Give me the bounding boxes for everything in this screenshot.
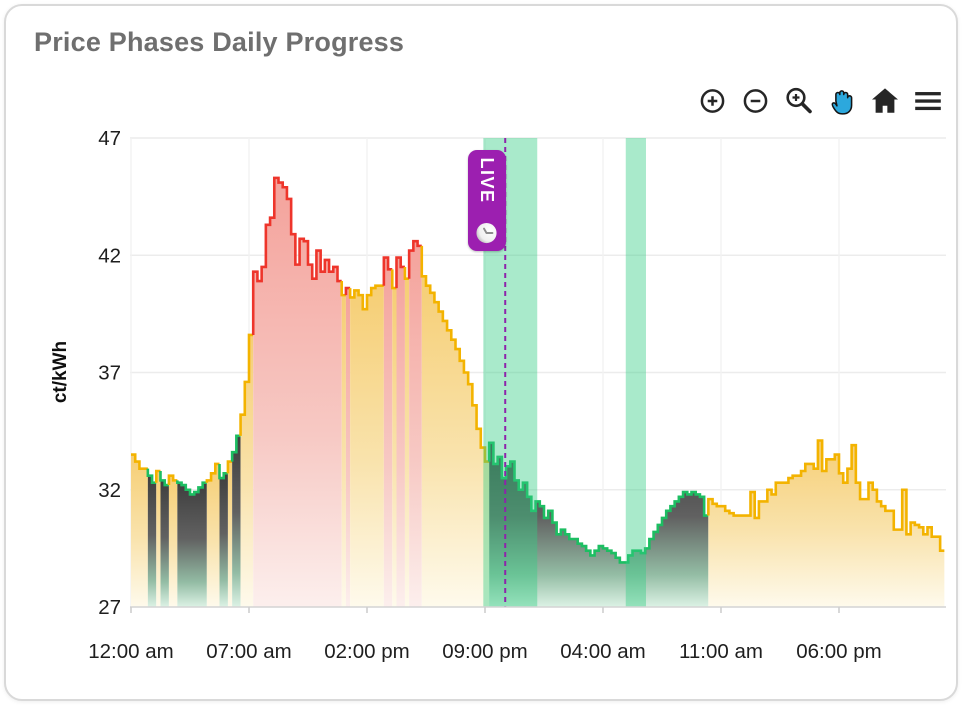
live-badge-label: LIVE [477,157,498,204]
y-tick-label: 27 [98,596,121,619]
pan-button[interactable] [826,85,858,117]
menu-button[interactable] [912,85,944,117]
x-tick-label: 06:00 pm [796,640,881,663]
phase-area-high-price [253,177,342,608]
price-step-line-normal-price [154,469,161,483]
phase-area-low-price [489,442,709,607]
live-badge[interactable]: LIVE [468,150,506,251]
x-tick-label: 04:00 am [560,640,645,663]
price-step-line-normal-price [239,333,254,436]
phase-area-normal-price [156,470,161,607]
phase-area-high-price [383,257,393,607]
phase-area-normal-price [131,454,148,607]
price-step-line-high-price [395,256,405,289]
phase-area-normal-price [421,276,490,607]
phase-area-low-price [147,475,157,607]
price-step-line-high-price [251,176,342,335]
phase-area-low-price [219,473,228,607]
chart-toolbar [697,85,944,117]
magnifier-plus-icon [784,86,814,116]
price-step-line-normal-price [226,460,233,474]
page-title: Price Phases Daily Progress [34,27,405,57]
phase-area-low-price [160,480,169,607]
phase-area-normal-price [392,288,397,607]
phase-area-high-price [409,241,422,607]
y-tick-label: 32 [98,479,121,502]
price-step-line-normal-price [348,284,384,311]
phase-area-high-price [396,257,405,607]
reset-home-button[interactable] [869,85,901,117]
price-step-line-normal-price [131,453,148,470]
phase-area-normal-price [350,285,384,607]
x-tick-label: 02:00 pm [324,640,409,663]
price-step-line-low-price [218,463,228,480]
clock-icon [476,221,499,244]
x-tick-label: 07:00 am [206,640,291,663]
zoom-in-button[interactable] [697,85,729,117]
cheap-window-band [625,138,646,607]
phase-area-normal-price [240,334,254,607]
phase-area-normal-price [708,440,945,607]
x-tick-label: 12:00 am [88,640,173,663]
price-step-line-high-price [344,286,351,296]
phase-area-normal-price [404,278,410,607]
y-tick-label: 42 [98,244,121,267]
hand-pan-icon [827,86,858,117]
price-step-line-high-price [407,239,422,279]
price-step-line-low-price [487,441,709,564]
price-step-line-normal-price [167,474,178,486]
x-tick-label: 11:00 am [679,640,763,663]
price-step-line-normal-price [340,281,346,297]
phase-area-normal-price [168,475,178,607]
phase-area-normal-price [341,295,346,607]
hamburger-menu-icon [912,85,944,117]
phase-area-high-price [345,288,351,607]
box-zoom-button[interactable] [783,85,815,117]
home-icon [869,85,901,117]
price-step-line-low-price [159,470,169,487]
price-step-line-normal-price [390,269,397,290]
price-step-line-low-price [230,434,241,462]
y-tick-label: 37 [98,362,121,385]
zoom-out-button[interactable] [740,85,772,117]
phase-area-normal-price [206,463,220,607]
y-tick-label: 47 [98,127,121,150]
live-badge-content: LIVE [468,150,506,251]
price-step-line-low-price [176,480,207,496]
phase-area-normal-price [227,461,233,607]
x-tick-label: 09:00 pm [442,640,527,663]
price-step-line-normal-price [205,462,220,483]
y-axis-title: ct/kWh [50,341,71,403]
zoom-out-icon [741,86,771,116]
price-step-line-normal-price [403,266,410,280]
price-step-line-low-price [146,468,157,485]
price-step-line-high-price [382,256,393,286]
phase-area-low-price [232,435,241,607]
price-step-line-normal-price [707,439,945,553]
price-step-line-normal-price [420,245,490,463]
phase-area-low-price [177,482,207,607]
zoom-in-icon [698,86,728,116]
